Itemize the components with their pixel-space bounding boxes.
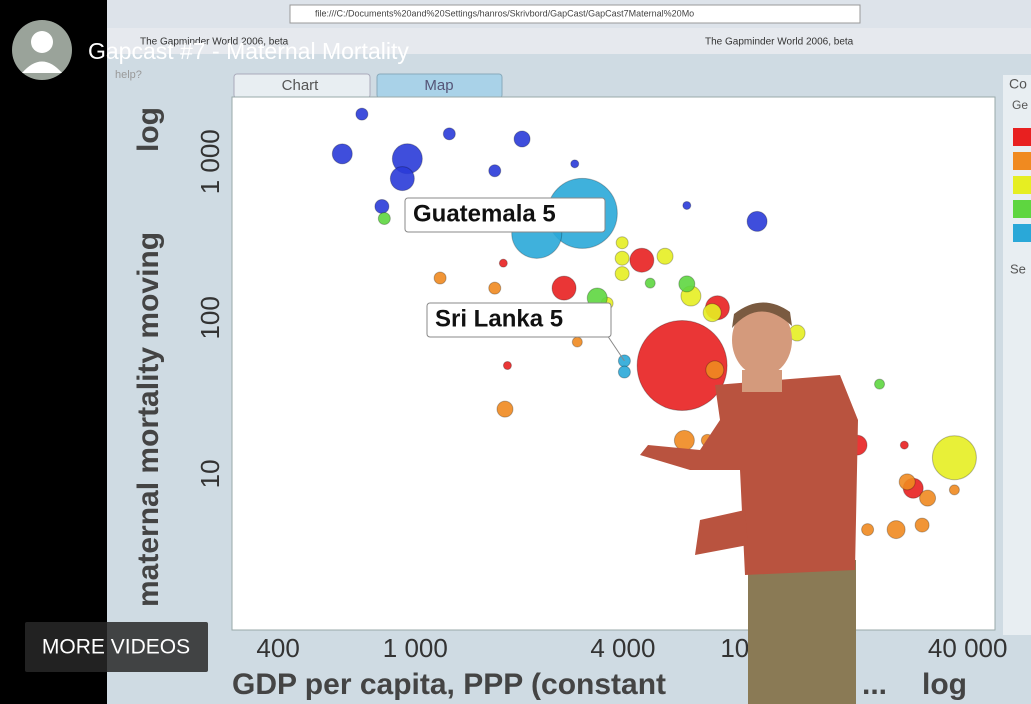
bubble [919,489,937,507]
legend-swatch [1013,128,1031,146]
bubble [636,320,728,412]
x-axis-title: GDP per capita, PPP (constant [232,668,666,701]
bubble [571,336,583,348]
plot-area [231,96,996,631]
bubble [615,236,629,250]
bubble [899,440,909,450]
bubble [886,520,906,540]
x-tick-label: 1 000 [383,633,448,663]
annotation-pointer [606,334,625,362]
bubble [898,473,916,491]
annotation-box [404,197,606,233]
bubble [617,365,631,379]
bubble [488,164,502,178]
annotation-box [426,302,612,338]
bubble [702,303,722,323]
bubble [377,212,391,226]
x-tick-label: 400 [256,633,299,663]
more-videos-button[interactable] [25,622,208,672]
bubble [502,361,512,371]
bubble [498,258,508,268]
bubble [678,275,696,293]
chart-tab-label: Chart [282,77,320,94]
avatar-icon [22,61,62,73]
bubble [551,275,577,301]
video-title[interactable]: Gapcast #7 - Maternal Mortality [88,38,409,64]
tab-strip [107,28,1031,54]
bubble [705,360,725,380]
bubble [746,210,768,232]
bubble [861,523,875,537]
bubble [496,400,514,418]
x-tick-label: 40 000 [928,633,1008,663]
bubble [570,159,580,169]
address-bar [289,4,861,24]
help-link[interactable]: help? [115,69,142,81]
y-axis-title: maternal mortality moving [132,232,165,607]
y-tick-label: 10 [195,459,225,488]
presenter [640,302,858,704]
bubble [513,130,531,148]
legend-swatch [1013,200,1031,218]
bubble [374,198,390,214]
bubble [433,271,447,285]
bubble [614,250,630,266]
side-section: Se [1010,261,1026,276]
side-subheading: Ge [1012,98,1028,112]
bubble [614,266,630,282]
bubble [331,143,353,165]
browser-tab: The Gapminder World 2006, beta [140,37,289,48]
y-tick-label: 1 000 [195,129,225,194]
browser-tab: The Gapminder World 2006, beta [705,37,854,48]
bubble [656,247,674,265]
x-axis-ellipsis: ... [862,668,887,701]
bubble [682,200,692,210]
more-videos-label: MORE VIDEOS [42,636,190,659]
bubble [644,277,656,289]
y-tick-label: 100 [195,296,225,339]
bubble [673,429,695,451]
bubble [355,107,369,121]
annotation-label: Sri Lanka 5 [435,305,563,332]
bubble [874,378,886,390]
y-axis-scale: log [132,107,165,152]
avatar-icon [31,31,53,53]
address-text: file:///C:/Documents%20and%20Settings/ha… [315,8,694,18]
side-heading: Co [1009,76,1027,92]
x-axis-scale: log [922,668,967,701]
bubble [389,166,415,192]
bubble [914,517,930,533]
legend-swatch [1013,176,1031,194]
bubble [488,281,502,295]
bubble [629,247,655,273]
bubble [442,127,456,141]
map-tab-label: Map [424,77,453,94]
legend-swatch [1013,152,1031,170]
bubble [948,484,960,496]
legend-swatch [1013,224,1031,242]
bubble [931,435,977,481]
x-tick-label: 4 000 [590,633,655,663]
annotation-label: Guatemala 5 [413,200,556,227]
